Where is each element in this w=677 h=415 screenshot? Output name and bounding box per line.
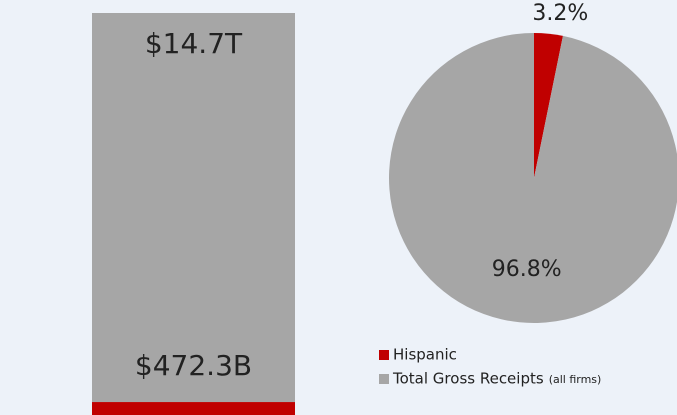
value-label: 3.2% (532, 1, 588, 26)
pie-slice (389, 33, 677, 323)
value-label: $472.3B (135, 349, 252, 382)
value-label: $14.7T (145, 27, 243, 60)
legend-swatch (379, 374, 389, 384)
legend-label: Hispanic (393, 346, 457, 364)
legend-note: (all firms) (549, 373, 602, 386)
pie-slice (534, 33, 563, 178)
value-label: 96.8% (492, 257, 562, 282)
legend-swatch (379, 350, 389, 360)
bar-segment (92, 13, 295, 415)
legend-label: Total Gross Receipts (392, 370, 544, 388)
bar-segment (92, 402, 295, 415)
